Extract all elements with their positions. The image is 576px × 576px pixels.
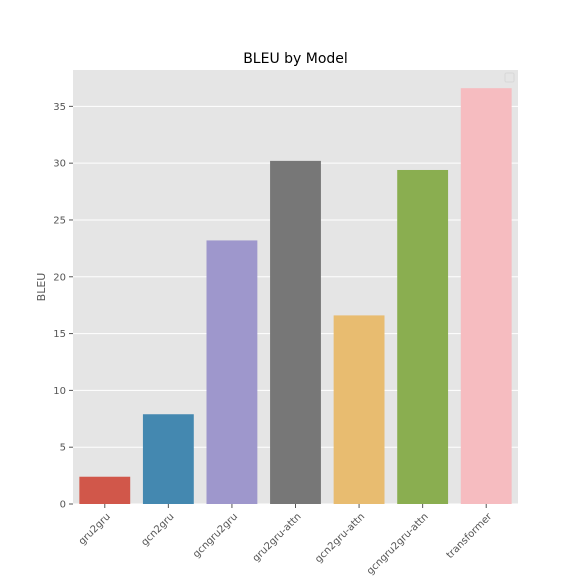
bar-gru2gru-attn [270,160,321,504]
bar-gcn2gru [142,414,194,504]
y-tick-label: 30 [53,159,66,170]
x-tick-label: gcn2gru-attn [313,511,367,565]
y-axis-ticks: 0 5 10 15 20 25 30 35 [53,102,73,511]
bar-gcn2gru-attn [333,315,385,504]
y-tick-label: 5 [60,443,66,454]
x-tick-label: gcngru2gru [191,511,240,560]
bar-gcngru2gru-attn [397,169,449,504]
y-tick-label: 20 [53,272,66,283]
y-tick-label: 15 [53,329,66,340]
x-tick-label: gru2gru [77,511,113,547]
y-tick-label: 10 [53,386,66,397]
y-tick-label: 35 [53,102,66,113]
bar-transformer [460,88,512,504]
chart-title: BLEU by Model [243,51,348,67]
x-axis-ticks: gru2gru gcn2gru gcngru2gru gru2gru-attn gcn2… [77,504,495,576]
y-tick-label: 0 [60,500,66,511]
bars [79,88,512,504]
x-tick-label: transformer [445,511,495,561]
x-tick-label: gru2gru-attn [251,511,304,564]
y-tick-label: 25 [53,215,66,226]
y-axis-label: BLEU [35,273,48,302]
legend-box [504,72,515,83]
bar-gru2gru [79,476,131,504]
x-tick-label: gcn2gru [139,511,176,548]
x-tick-label: gcngru2gru-attn [365,511,431,576]
bar-gcngru2gru [206,240,258,504]
